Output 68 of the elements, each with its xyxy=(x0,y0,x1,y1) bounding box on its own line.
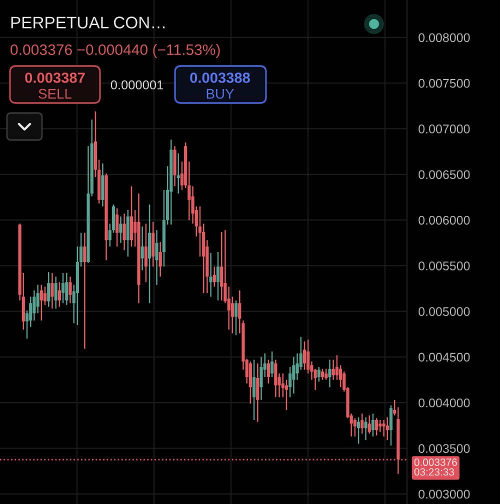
y-tick-label: 0.006500 xyxy=(418,170,470,180)
annotation: SELL xyxy=(38,88,72,99)
candlestick xyxy=(328,359,332,388)
candlestick xyxy=(144,223,148,283)
y-tick-label: 0.006000 xyxy=(418,216,470,225)
annotation: 0.003388 xyxy=(190,72,250,83)
candlestick xyxy=(324,368,328,380)
y-tick-label: 0.007000 xyxy=(418,124,470,134)
candlestick xyxy=(152,221,155,268)
y-tick-label: 0.005500 xyxy=(418,261,470,270)
candlestick xyxy=(292,356,296,394)
y-tick-label: 0.004000 xyxy=(418,398,470,408)
candlestick xyxy=(47,271,50,308)
candlestick xyxy=(368,414,371,434)
candlestick xyxy=(382,419,386,438)
candlestick xyxy=(260,356,263,401)
candlestick xyxy=(40,284,43,322)
annotation: BUY xyxy=(206,89,234,99)
candlestick xyxy=(119,216,122,244)
annotation: 0.003387 xyxy=(25,72,85,83)
candlestick xyxy=(209,252,212,298)
candlestick xyxy=(274,359,278,398)
candlestick xyxy=(252,359,256,421)
candlestick xyxy=(320,368,324,380)
y-tick-label: 0.003500 xyxy=(418,444,470,453)
candlestick xyxy=(122,213,126,251)
candlestick xyxy=(158,241,162,278)
y-tick-label: 0.007500 xyxy=(418,78,470,88)
candlestick xyxy=(378,419,382,432)
candlestick xyxy=(216,251,220,302)
candlestick xyxy=(54,276,58,310)
candlestick xyxy=(58,282,61,308)
candlestick xyxy=(317,366,320,382)
candlestick xyxy=(302,340,306,370)
y-tick-label: 0.003000 xyxy=(418,490,470,499)
candlestick xyxy=(140,226,144,271)
ref-line-label: 0.003376 03:23:33 xyxy=(414,458,457,476)
annotation: 0.000001 xyxy=(110,80,164,90)
candlestick xyxy=(65,272,68,306)
candlestick xyxy=(220,231,224,302)
candlestick xyxy=(332,359,335,380)
candlestick xyxy=(248,360,252,404)
candlestick xyxy=(50,272,54,310)
candlestick xyxy=(234,300,238,336)
candlestick xyxy=(83,232,86,350)
candlestick xyxy=(256,362,260,422)
candlestick xyxy=(155,229,158,286)
candlestick xyxy=(357,416,360,444)
candlestick xyxy=(270,350,274,378)
y-tick-label: 0.005000 xyxy=(418,307,470,316)
candlestick xyxy=(375,418,378,436)
text: PERPETUAL CON… xyxy=(11,16,165,28)
candlestick xyxy=(364,416,368,441)
candlestick xyxy=(371,412,375,438)
candlestick xyxy=(212,266,216,288)
y-tick-label: 0.008000 xyxy=(418,33,470,42)
text: 0.003376 −0.000440 (−11.53%) xyxy=(10,44,220,58)
candlestick xyxy=(266,359,270,384)
candlestick xyxy=(62,272,65,304)
candlestick xyxy=(386,416,389,441)
candlestick xyxy=(353,418,356,438)
candlestick xyxy=(389,404,393,446)
candlestick xyxy=(360,412,364,434)
candlestick xyxy=(68,276,72,304)
y-tick-label: 0.004500 xyxy=(418,352,470,362)
candlestick xyxy=(116,208,119,248)
candlestick xyxy=(130,186,134,248)
candlestick xyxy=(126,209,130,258)
